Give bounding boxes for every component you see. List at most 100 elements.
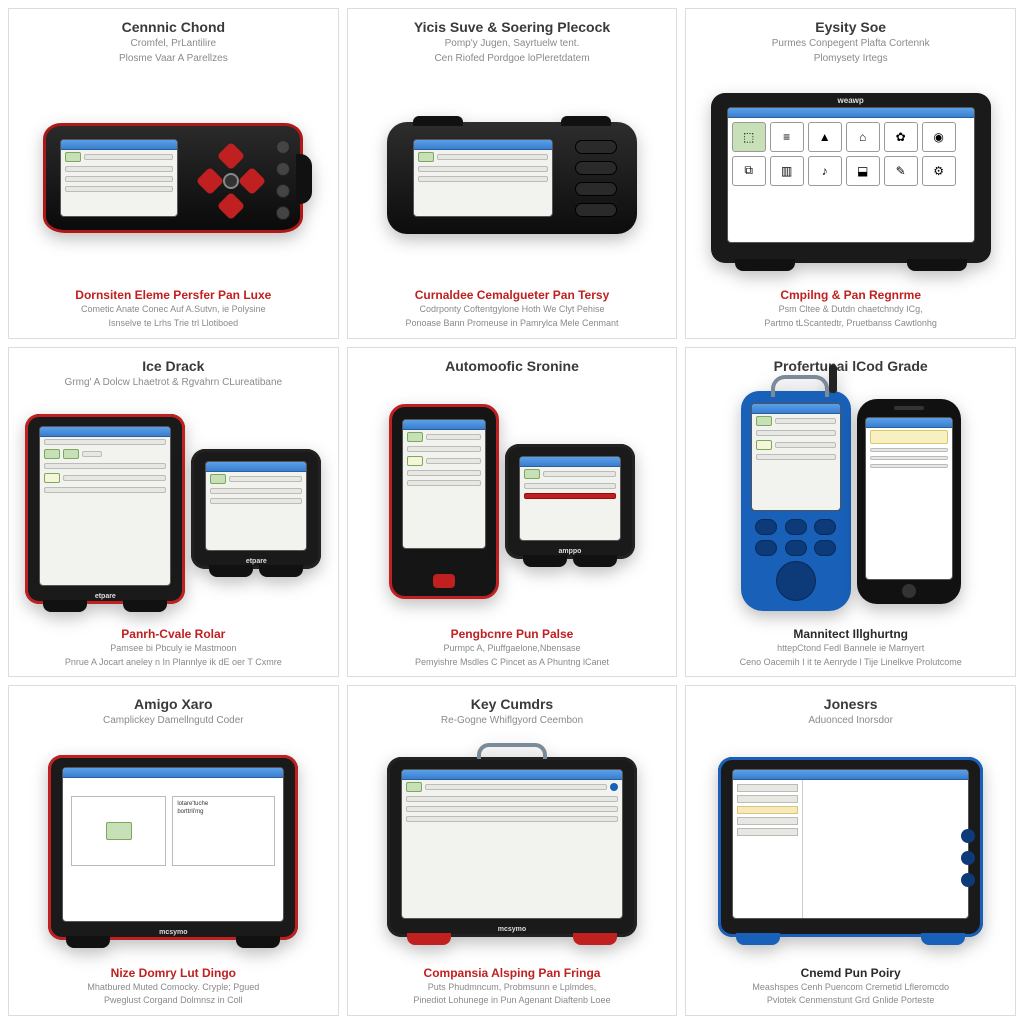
device-phone-black xyxy=(857,399,961,604)
card-footer-sub: Cometic Anate Conec Auf A.Sutvn, ie Poly… xyxy=(81,304,266,316)
card-footer-title: Nize Domry Lut Dingo xyxy=(111,966,236,980)
product-card[interactable]: Cennnic Chond Cromfel, PrLantilire Plosm… xyxy=(8,8,339,339)
product-image-area: etpare etpare xyxy=(21,391,326,625)
card-title: Amigo Xaro xyxy=(134,696,213,712)
card-subtitle: Cromfel, PrLantilire xyxy=(131,37,217,50)
card-footer-title: Panrh-Cvale Rolar xyxy=(121,627,225,641)
card-subtitle: Plosme Vaar A Parellzes xyxy=(119,52,228,65)
device-tablet-black: weawp ⬚≡▲⌂ ✿◉⧉▥ ♪⬓✎⚙ xyxy=(711,93,991,263)
device-screen: ⬚≡▲⌂ ✿◉⧉▥ ♪⬓✎⚙ xyxy=(727,107,975,243)
product-card[interactable]: Amigo Xaro Camplickey Damellngutd Coder … xyxy=(8,685,339,1016)
card-footer-sub: Purmpc A, Piuffgaelone,Nbensase xyxy=(444,643,581,655)
product-image-area: lotare'tucheborttrli'mg mcsymo xyxy=(21,729,326,963)
card-subtitle: Camplickey Damellngutd Coder xyxy=(103,714,244,727)
product-card[interactable]: Key Cumdrs Re-Gogne Whiflgyord Ceembon m… xyxy=(347,685,678,1016)
card-footer-sub: Psm Cltee & Dutdn chaetchndy ICg, xyxy=(779,304,923,316)
product-image-area xyxy=(698,376,1003,625)
card-subtitle: Re-Gogne Whiflgyord Ceembon xyxy=(441,714,583,727)
device-screen xyxy=(519,456,621,541)
card-title: Key Cumdrs xyxy=(471,696,553,712)
dpad xyxy=(196,146,266,216)
device-handheld-black xyxy=(387,122,637,234)
card-footer-sub: Isnselve te Lrhs Trie trl Llotiboed xyxy=(109,318,239,330)
product-image-area: mcsymo xyxy=(360,729,665,963)
card-footer-sub: Pvlotek Cenmenstunt Grd Gnlide Porteste xyxy=(767,995,935,1007)
device-screen xyxy=(401,769,623,919)
card-footer-title: Mannitect Illghurtng xyxy=(793,627,908,641)
card-title: Ice Drack xyxy=(142,358,204,374)
device-rugged-black: etpare xyxy=(191,449,321,569)
card-subtitle: Cen Riofed Pordgoe loPleretdatem xyxy=(434,52,589,65)
card-footer-sub: httepCtond Fedl Bannele ie Marnyert xyxy=(777,643,924,655)
device-screen xyxy=(39,426,171,586)
card-subtitle: Aduonced Inorsdor xyxy=(808,714,893,727)
device-rugged-red-landscape: lotare'tucheborttrli'mg mcsymo xyxy=(48,755,298,940)
card-footer-title: Cnemd Pun Poiry xyxy=(801,966,901,980)
side-buttons xyxy=(961,829,975,887)
device-brand: amppo xyxy=(505,548,635,555)
card-footer-sub: Puts Phudmncum, Probmsunn e Lplmdes, xyxy=(428,982,597,994)
device-brand: weawp xyxy=(711,96,991,105)
device-scanner-blue xyxy=(741,391,851,611)
card-footer-title: Cmpilng & Pan Regnrme xyxy=(780,288,921,302)
card-subtitle: Grmg' A Dolcw Lhaetrot & Rgvahrn CLureat… xyxy=(65,376,283,389)
speaker xyxy=(894,406,924,410)
product-card[interactable]: Automoofic Sronine xyxy=(347,347,678,678)
card-title: Eysity Soe xyxy=(815,19,886,35)
card-footer-sub: Codrponty Coftentgylone Hoth We Clyt Peh… xyxy=(420,304,605,316)
product-image-area: weawp ⬚≡▲⌂ ✿◉⧉▥ ♪⬓✎⚙ xyxy=(698,67,1003,286)
device-screen xyxy=(732,769,969,919)
card-footer-sub: Partmo tLScantedtr, Pruetbanss Cawtlonhg xyxy=(764,318,937,330)
product-image-area: amppo xyxy=(360,376,665,625)
card-footer-sub: Pemyishre Msdles C Pincet as A Phuntng l… xyxy=(415,657,609,669)
keypad xyxy=(754,519,838,601)
key-column xyxy=(575,140,617,217)
card-footer-sub: Pinediot Lohunege in Pun Agenant Diaften… xyxy=(413,995,610,1007)
device-screen xyxy=(402,419,486,549)
device-screen xyxy=(865,417,953,580)
product-card[interactable]: Jonesrs Aduonced Inorsdor xyxy=(685,685,1016,1016)
card-subtitle: Pomp'y Jugen, Sayrtuelw tent. xyxy=(445,37,580,50)
device-rugged-blue-landscape xyxy=(718,757,983,937)
product-card[interactable]: Ice Drack Grmg' A Dolcw Lhaetrot & Rgvah… xyxy=(8,347,339,678)
card-footer-sub: Mhatbured Muted Comocky. Cryple; Pgued xyxy=(87,982,259,994)
device-screen xyxy=(413,139,553,217)
device-brand: etpare xyxy=(191,558,321,565)
device-screen xyxy=(751,403,841,511)
product-card[interactable]: Yicis Suve & Soering Plecock Pomp'y Juge… xyxy=(347,8,678,339)
device-screen xyxy=(205,461,307,551)
product-card[interactable]: Eysity Soe Purmes Conpegent Plafta Corte… xyxy=(685,8,1016,339)
product-card[interactable]: Profertunai lCod Grade xyxy=(685,347,1016,678)
side-buttons xyxy=(276,140,290,220)
product-image-area xyxy=(360,67,665,286)
device-screen xyxy=(60,139,178,217)
card-footer-sub: Meashspes Cenh Puencom Cremetid Lfleromc… xyxy=(752,982,949,994)
card-title: Yicis Suve & Soering Plecock xyxy=(414,19,610,35)
product-image-area xyxy=(698,729,1003,963)
card-footer-sub: Pamsee bi Pbculy ie Mastmoon xyxy=(110,643,236,655)
product-image-area xyxy=(21,67,326,286)
card-footer-title: Pengbcnre Pun Palse xyxy=(451,627,574,641)
device-vertical-red xyxy=(389,404,499,599)
device-brand: etpare xyxy=(25,593,185,600)
card-subtitle: Purmes Conpegent Plafta Cortennk xyxy=(772,37,930,50)
card-footer-sub: Pweglust Corgand Dolmnsz in Coll xyxy=(104,995,243,1007)
card-title: Automoofic Sronine xyxy=(445,358,579,374)
device-rugged-red: etpare xyxy=(25,414,185,604)
card-title: Jonesrs xyxy=(824,696,878,712)
card-subtitle: Plomysety Irtegs xyxy=(814,52,888,65)
card-footer-title: Dornsiten Eleme Persfer Pan Luxe xyxy=(75,288,271,302)
card-footer-title: Compansia Alsping Pan Fringa xyxy=(424,966,601,980)
home-button xyxy=(433,574,455,588)
card-title: Cennnic Chond xyxy=(122,19,225,35)
carry-handle xyxy=(477,743,547,759)
card-title: Profertunai lCod Grade xyxy=(774,358,928,374)
card-footer-title: Curnaldee Cemalgueter Pan Tersy xyxy=(415,288,610,302)
device-handheld-red xyxy=(43,123,303,233)
device-rugged-black: amppo xyxy=(505,444,635,559)
device-brand: mcsymo xyxy=(387,926,637,933)
home-button xyxy=(902,584,916,598)
card-footer-sub: Pnrue A Jocart aneley n In Plannlye ik d… xyxy=(65,657,282,669)
device-rugged-handle: mcsymo xyxy=(387,757,637,937)
device-screen: lotare'tucheborttrli'mg xyxy=(62,767,284,922)
